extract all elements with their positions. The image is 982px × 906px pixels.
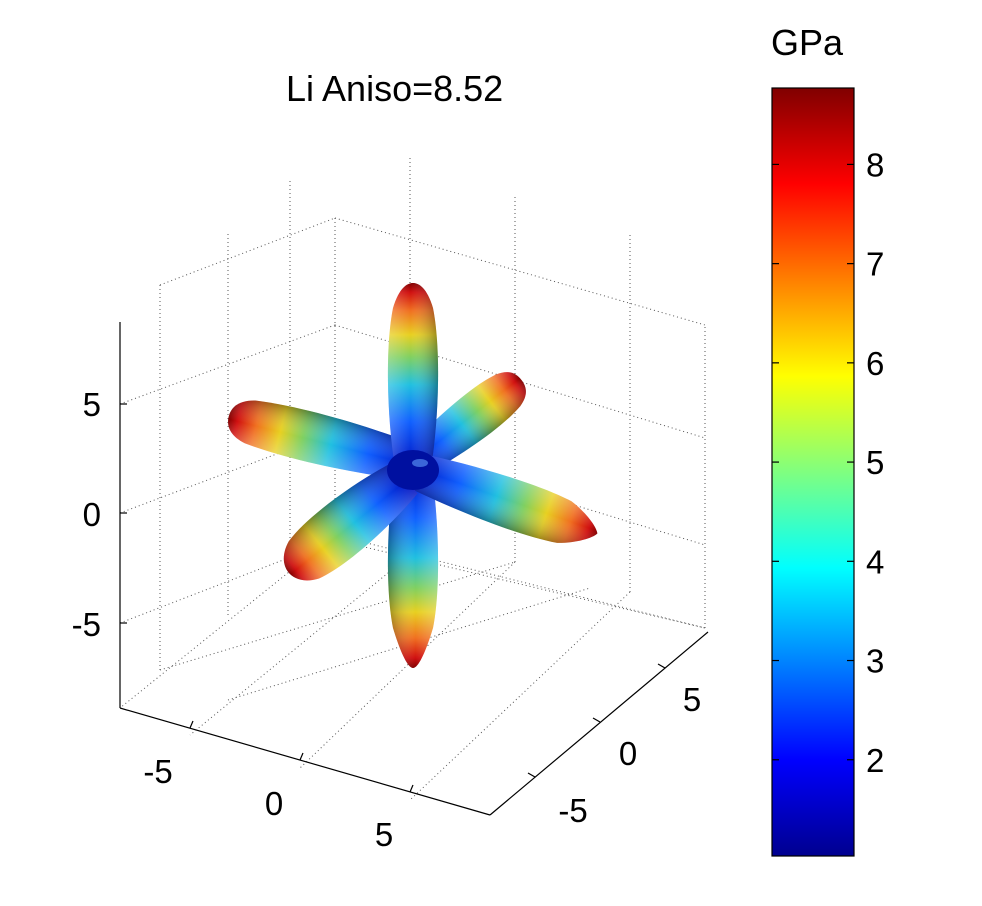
colorbar-tick-label: 4 — [866, 543, 884, 580]
lobe-left — [228, 400, 420, 481]
y-tick-label: -5 — [558, 792, 587, 829]
z-tick-label: 0 — [83, 496, 101, 533]
lobe-front-left — [283, 462, 418, 581]
y-tick-label: 0 — [619, 735, 637, 772]
colorbar-tick-label: 3 — [866, 643, 884, 680]
lobe-bottom — [387, 468, 439, 668]
x-tick-label: 5 — [375, 816, 393, 853]
colorbar: 2 3 4 5 6 7 8 — [771, 87, 884, 857]
x-tick-label: -5 — [143, 753, 172, 790]
elastic-surface — [228, 283, 598, 668]
z-tick-label: -5 — [72, 606, 101, 643]
colorbar-tick-label: 6 — [866, 345, 884, 382]
z-tick-label: 5 — [83, 386, 101, 423]
colorbar-tick-label: 8 — [866, 146, 884, 183]
colorbar-label: GPa — [771, 22, 844, 63]
chart-title: Li Aniso=8.52 — [286, 68, 504, 109]
lobe-right — [407, 452, 598, 543]
colorbar-tick-label: 7 — [866, 246, 884, 283]
x-tick-label: 0 — [265, 785, 283, 822]
lobe-top — [387, 283, 439, 468]
colorbar-tick-label: 2 — [866, 742, 884, 779]
lobe-back-right — [405, 372, 526, 476]
axis-lines — [119, 322, 709, 816]
colorbar-tick-label: 5 — [866, 444, 884, 481]
y-tick-label: 5 — [683, 681, 701, 718]
